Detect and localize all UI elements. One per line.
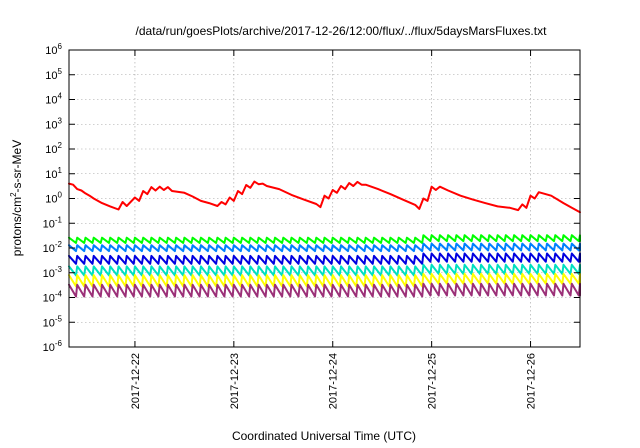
y-tick-label: 100 [45, 191, 62, 206]
y-tick-label: 10-6 [43, 339, 63, 354]
y-axis: 10-610-510-410-310-210-11001011021031041… [43, 42, 580, 354]
y-tick-base: 10 [43, 293, 55, 305]
y-tick-label: 10-2 [43, 240, 63, 255]
y-tick-base: 10 [45, 144, 57, 156]
y-axis-label-sup: 2 [9, 192, 18, 197]
y-tick-base: 10 [43, 268, 55, 280]
y-tick-exponent: 5 [58, 67, 63, 76]
y-tick-exponent: -1 [55, 215, 63, 224]
y-axis-label-base: protons/cm [10, 197, 24, 256]
y-tick-label: 105 [45, 67, 62, 82]
series-line-3 [68, 242, 581, 253]
y-tick-exponent: -2 [55, 240, 63, 249]
y-tick-exponent: 1 [58, 166, 63, 175]
y-tick-label: 106 [45, 42, 62, 57]
x-tick-label: 2017-12-22 [130, 353, 142, 409]
x-axis: 2017-12-22 2017-12-23 2017-12-24 2017-12-25… [130, 50, 538, 409]
y-tick-exponent: -5 [55, 314, 63, 323]
series-line-6 [68, 272, 581, 288]
y-axis-label: protons/cm2-s-sr-MeV [9, 140, 24, 256]
y-tick-exponent: 6 [58, 42, 63, 51]
y-tick-base: 10 [45, 45, 57, 57]
plot-area [68, 180, 581, 298]
x-axis-label: Coordinated Universal Time (UTC) [232, 429, 416, 443]
y-tick-exponent: 2 [58, 141, 63, 150]
y-tick-label: 103 [45, 116, 62, 131]
x-tick-label: 2017-12-26 [526, 353, 538, 409]
y-tick-label: 101 [45, 166, 62, 181]
y-tick-exponent: -6 [55, 339, 63, 348]
y-tick-base: 10 [43, 243, 55, 255]
y-tick-label: 104 [45, 92, 62, 107]
y-tick-exponent: -3 [55, 265, 63, 274]
y-tick-base: 10 [45, 95, 57, 107]
y-tick-exponent: -4 [55, 290, 63, 299]
y-tick-exponent: 4 [58, 92, 63, 101]
series-line-2 [68, 234, 581, 244]
y-tick-base: 10 [43, 317, 55, 329]
y-tick-base: 10 [45, 70, 57, 82]
y-tick-base: 10 [45, 119, 57, 131]
y-tick-exponent: 0 [58, 191, 63, 200]
y-tick-label: 10-1 [43, 215, 63, 230]
y-tick-exponent: 3 [58, 116, 63, 125]
x-tick-label: 2017-12-23 [229, 353, 241, 409]
y-tick-base: 10 [43, 218, 55, 230]
y-tick-base: 10 [45, 194, 57, 206]
x-tick-label: 2017-12-25 [427, 353, 439, 409]
series-line-7 [68, 282, 581, 298]
y-tick-base: 10 [43, 342, 55, 354]
y-tick-label: 102 [45, 141, 62, 156]
y-tick-label: 10-4 [43, 290, 63, 305]
series-line-5 [68, 263, 581, 277]
series-line-4 [68, 252, 581, 265]
y-tick-label: 10-3 [43, 265, 63, 280]
y-tick-base: 10 [45, 169, 57, 181]
y-tick-label: 10-5 [43, 314, 63, 329]
chart-title: /data/run/goesPlots/archive/2017-12-26/1… [136, 24, 548, 38]
x-tick-label: 2017-12-24 [328, 353, 340, 409]
series-line-1 [68, 180, 581, 214]
y-axis-label-rest: -s-sr-MeV [10, 140, 24, 193]
